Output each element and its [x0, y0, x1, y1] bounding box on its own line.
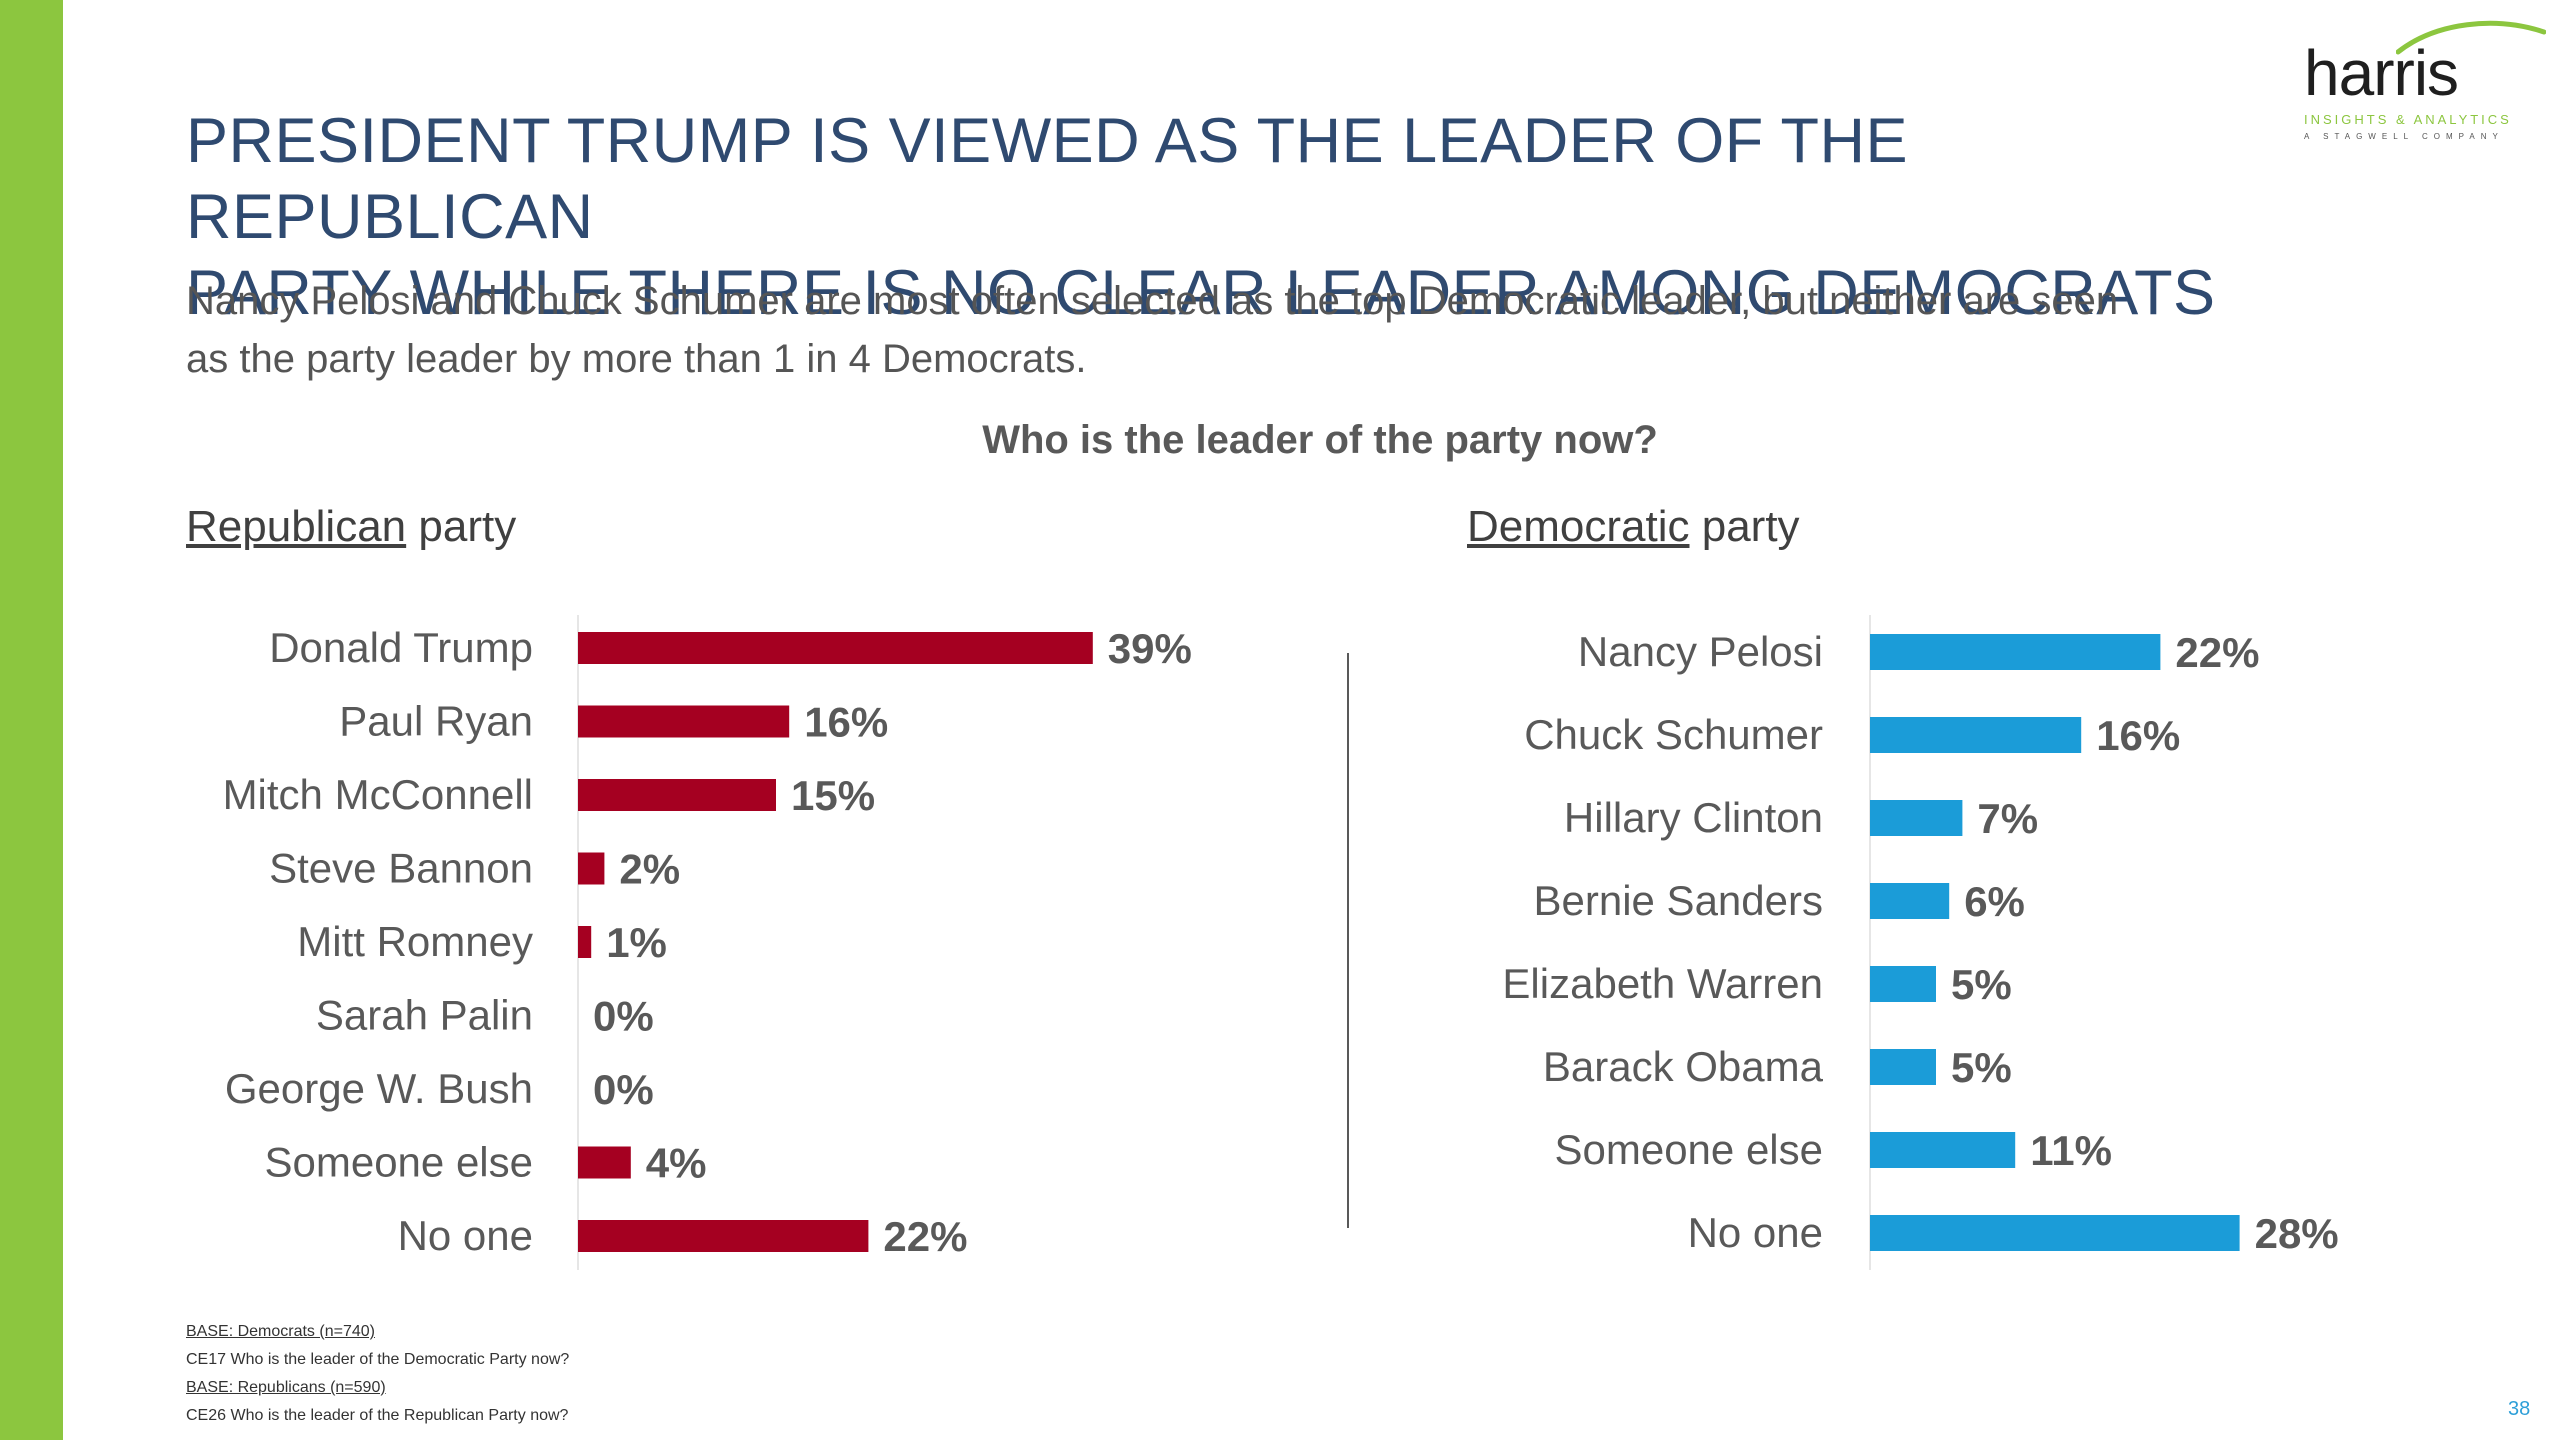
slide-title-line-1: PRESIDENT TRUMP IS VIEWED AS THE LEADER … — [186, 106, 1909, 252]
republican-heading-rest: party — [406, 502, 517, 551]
democratic-category-label: Bernie Sanders — [1533, 877, 1823, 924]
accent-sidebar-bar — [0, 0, 63, 1440]
republican-bar — [578, 779, 776, 811]
republican-bar — [578, 1220, 869, 1252]
republican-bar — [578, 705, 790, 738]
republican-category-label: No one — [398, 1212, 533, 1259]
republican-category-label: Sarah Palin — [316, 992, 533, 1039]
footnote-question-democrats: CE17 Who is the leader of the Democratic… — [186, 1351, 570, 1368]
republican-data-label: 0% — [593, 1066, 654, 1113]
republican-party-heading: Republican party — [186, 502, 516, 552]
republican-data-label: 22% — [883, 1213, 967, 1260]
republican-bar — [578, 632, 1093, 664]
logo-swoosh-icon — [2396, 20, 2546, 55]
democratic-bar — [1870, 634, 2161, 670]
democratic-bar — [1870, 966, 1936, 1002]
slide-subtitle-line-1: Nancy Pelosi and Chuck Schumer are most … — [186, 279, 2119, 323]
democratic-data-label: 7% — [1977, 795, 2038, 842]
republican-category-label: Someone else — [264, 1139, 533, 1186]
democratic-data-label: 22% — [2175, 629, 2259, 676]
democratic-category-label: Elizabeth Warren — [1502, 960, 1823, 1007]
democratic-category-label: Hillary Clinton — [1564, 794, 1823, 841]
democratic-bar — [1870, 1132, 2016, 1168]
democratic-heading-rest: party — [1689, 502, 1800, 551]
logo-tagline: INSIGHTS & ANALYTICS — [2304, 112, 2512, 127]
footnote-question-republicans: CE26 Who is the leader of the Republican… — [186, 1407, 569, 1424]
slide-subtitle: Nancy Pelosi and Chuck Schumer are most … — [186, 272, 2346, 388]
republican-category-label: George W. Bush — [225, 1065, 533, 1112]
democratic-data-label: 6% — [1964, 878, 2025, 925]
democratic-data-label: 11% — [2030, 1127, 2112, 1174]
republican-bar — [578, 852, 605, 885]
democratic-data-label: 16% — [2096, 712, 2180, 759]
republican-heading-underlined: Republican — [186, 502, 407, 551]
republican-bar — [578, 1146, 631, 1179]
democratic-heading-underlined: Democratic — [1467, 502, 1690, 551]
republican-data-label: 0% — [593, 993, 654, 1040]
chart-divider — [1347, 653, 1349, 1228]
logo-wordmark: harris — [2304, 37, 2459, 109]
republican-data-label: 1% — [606, 919, 667, 966]
logo-tagline-company: A STAGWELL COMPANY — [2304, 132, 2504, 141]
harris-logo: harris INSIGHTS & ANALYTICS A STAGWELL C… — [2296, 18, 2546, 148]
page-number: 38 — [2508, 1398, 2531, 1420]
chart-question: Who is the leader of the party now? — [982, 418, 1658, 462]
republican-data-label: 4% — [646, 1140, 707, 1187]
democratic-category-label: No one — [1688, 1209, 1823, 1256]
democratic-party-heading: Democratic party — [1467, 502, 1800, 552]
republican-category-label: Donald Trump — [269, 624, 533, 671]
democratic-data-label: 28% — [2255, 1210, 2339, 1257]
democratic-bar — [1870, 717, 2082, 753]
democratic-bar — [1870, 800, 1963, 836]
slide-subtitle-line-2: as the party leader by more than 1 in 4 … — [186, 337, 1087, 381]
slide-title: PRESIDENT TRUMP IS VIEWED AS THE LEADER … — [186, 103, 2246, 331]
republican-category-label: Mitch McConnell — [223, 771, 533, 818]
republican-data-label: 15% — [791, 772, 875, 819]
footnotes: BASE: Democrats (n=740) CE17 Who is the … — [186, 1318, 569, 1430]
democratic-bar — [1870, 883, 1950, 919]
footnote-base-democrats: BASE: Democrats (n=740) — [186, 1323, 375, 1340]
democratic-data-label: 5% — [1951, 961, 2012, 1008]
democratic-category-label: Someone else — [1554, 1126, 1823, 1173]
democratic-category-label: Nancy Pelosi — [1578, 628, 1823, 675]
republican-category-label: Mitt Romney — [297, 918, 533, 965]
democratic-category-label: Barack Obama — [1543, 1043, 1824, 1090]
slide-title-line-2: PARTY WHILE THERE IS NO CLEAR LEADER AMO… — [186, 258, 2216, 328]
republican-data-label: 16% — [804, 699, 888, 746]
democratic-bar — [1870, 1215, 2240, 1251]
republican-category-label: Paul Ryan — [339, 698, 533, 745]
republican-data-label: 39% — [1108, 625, 1192, 672]
footnote-base-republicans: BASE: Republicans (n=590) — [186, 1379, 386, 1396]
democratic-category-label: Chuck Schumer — [1524, 711, 1823, 758]
republican-bar — [578, 926, 592, 958]
republican-data-label: 2% — [619, 846, 680, 893]
republican-category-label: Steve Bannon — [269, 845, 533, 892]
democratic-bar — [1870, 1049, 1936, 1085]
democratic-data-label: 5% — [1951, 1044, 2012, 1091]
